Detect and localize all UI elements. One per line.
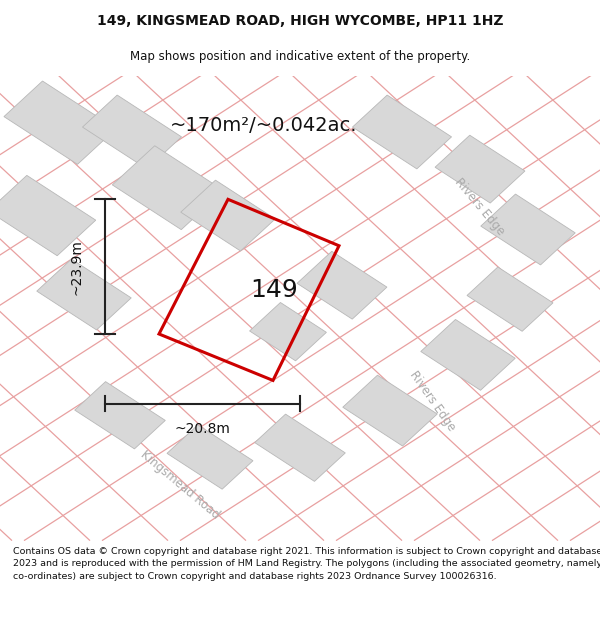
Polygon shape — [421, 319, 515, 390]
Polygon shape — [112, 146, 224, 229]
Text: Map shows position and indicative extent of the property.: Map shows position and indicative extent… — [130, 50, 470, 63]
Polygon shape — [467, 267, 553, 331]
Polygon shape — [4, 81, 116, 164]
Polygon shape — [250, 302, 326, 361]
Text: 149, KINGSMEAD ROAD, HIGH WYCOMBE, HP11 1HZ: 149, KINGSMEAD ROAD, HIGH WYCOMBE, HP11 … — [97, 14, 503, 28]
Text: ~23.9m: ~23.9m — [69, 239, 83, 294]
Polygon shape — [297, 251, 387, 319]
Text: 149: 149 — [250, 278, 298, 302]
Text: ~170m²/~0.042ac.: ~170m²/~0.042ac. — [170, 116, 358, 134]
Text: Contains OS data © Crown copyright and database right 2021. This information is : Contains OS data © Crown copyright and d… — [13, 546, 600, 581]
Polygon shape — [74, 382, 166, 449]
Text: Kingsmead Road: Kingsmead Road — [138, 448, 222, 522]
Polygon shape — [435, 135, 525, 203]
Polygon shape — [481, 194, 575, 265]
Polygon shape — [352, 95, 452, 169]
Text: Rivers Edge: Rivers Edge — [452, 175, 508, 238]
Text: Rivers Edge: Rivers Edge — [407, 369, 457, 434]
Polygon shape — [82, 95, 182, 169]
Polygon shape — [181, 180, 275, 251]
Polygon shape — [343, 375, 437, 446]
Text: ~20.8m: ~20.8m — [175, 422, 230, 436]
Polygon shape — [167, 425, 253, 489]
Polygon shape — [254, 414, 346, 481]
Polygon shape — [0, 176, 96, 256]
Polygon shape — [37, 259, 131, 330]
